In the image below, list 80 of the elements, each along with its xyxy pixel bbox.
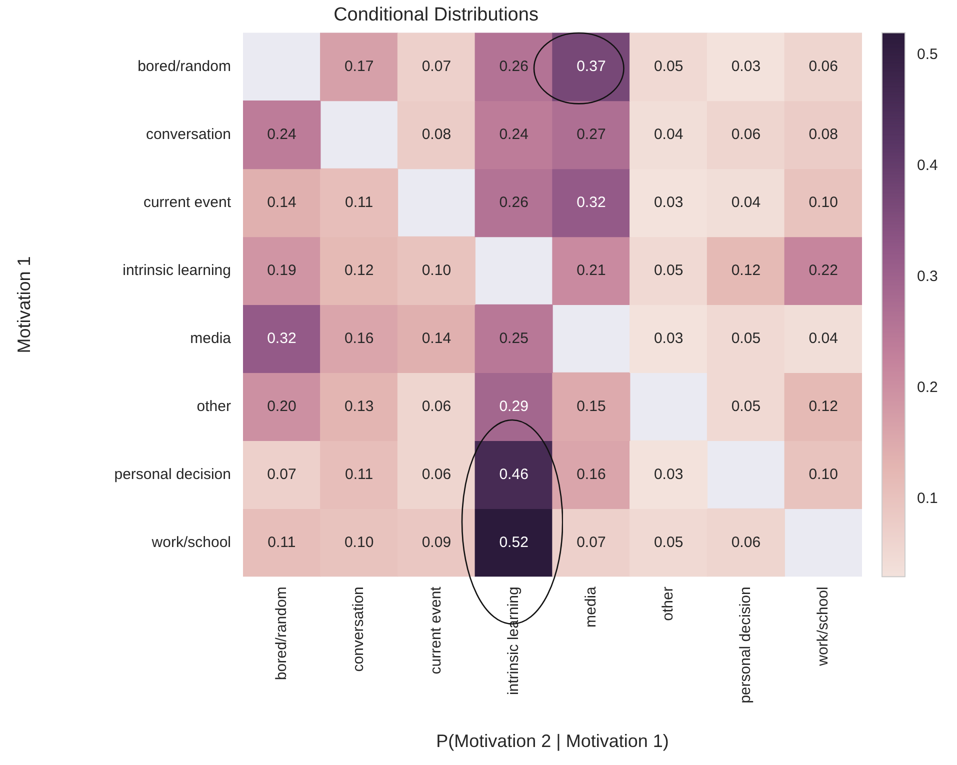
x-tick-label: media [582, 586, 600, 628]
data-label: 0.04 [654, 126, 684, 143]
color-bar-label: 0.5 [917, 46, 938, 64]
y-tick-label: conversation [146, 126, 231, 143]
data-label: 0.10 [422, 262, 452, 279]
data-label: 0.32 [576, 194, 606, 211]
y-tick-label: work/school [150, 534, 231, 551]
data-label: 0.05 [654, 534, 684, 551]
data-label: 0.10 [808, 194, 838, 211]
data-label: 0.03 [654, 330, 684, 347]
data-label: 0.05 [731, 330, 761, 347]
chart-title: Conditional Distributions [334, 4, 538, 26]
x-tick-label: conversation [350, 586, 368, 672]
data-label: 0.06 [731, 126, 761, 143]
data-label: 0.06 [808, 58, 838, 75]
x-tick-label: current event [428, 586, 445, 674]
data-label: 0.11 [268, 534, 296, 551]
x-tick-label: intrinsic learning [504, 586, 522, 696]
data-label: 0.06 [422, 398, 452, 415]
y-tick-label: other [196, 398, 231, 415]
data-label: 0.10 [808, 466, 838, 483]
data-label: 0.14 [267, 194, 296, 211]
data-label: 0.29 [499, 398, 528, 415]
y-tick-label: personal decision [114, 466, 231, 483]
x-tick-label: bored/random [272, 586, 290, 680]
data-label: 0.08 [422, 126, 452, 143]
data-label: 0.26 [499, 58, 528, 75]
data-label: 0.22 [808, 262, 838, 279]
data-label: 0.03 [731, 58, 761, 75]
data-label: 0.12 [731, 262, 761, 279]
x-tick-label: other [660, 586, 677, 621]
data-label: 0.07 [576, 534, 606, 551]
data-label: 0.32 [267, 330, 296, 347]
data-label: 0.26 [499, 194, 528, 211]
data-label: 0.46 [499, 466, 528, 483]
data-label: 0.21 [576, 262, 606, 279]
data-label: 0.04 [808, 330, 838, 347]
color-bar-label: 0.2 [917, 379, 938, 396]
data-label: 0.52 [499, 534, 528, 551]
color-bar-label: 0.3 [917, 268, 938, 286]
data-label: 0.07 [267, 466, 296, 483]
data-label: 0.08 [808, 126, 838, 143]
data-label: 0.24 [499, 126, 528, 143]
data-label: 0.05 [654, 58, 684, 75]
data-label: 0.12 [808, 398, 838, 415]
data-label: 0.12 [344, 262, 374, 279]
data-label: 0.10 [344, 534, 374, 551]
y-tick-label: current event [143, 194, 232, 211]
x-tick-label: personal decision [737, 586, 754, 704]
data-label: 0.13 [344, 398, 374, 415]
data-label: 0.19 [267, 262, 296, 279]
data-label: 0.16 [344, 330, 374, 347]
data-label: 0.11 [345, 194, 374, 211]
data-label: 0.03 [654, 194, 684, 211]
y-tick-label: media [190, 330, 232, 347]
data-label: 0.16 [576, 466, 606, 483]
data-label: 0.24 [267, 126, 296, 143]
data-label: 0.15 [576, 398, 606, 415]
data-label: 0.07 [422, 58, 452, 75]
data-label: 0.09 [422, 534, 452, 551]
color-bar-label: 0.4 [917, 157, 938, 174]
data-label: 0.17 [344, 58, 374, 75]
data-label: 0.14 [422, 330, 452, 347]
y-axis-title: Motivation 1 [14, 256, 34, 354]
y-tick-label: intrinsic learning [122, 262, 231, 279]
data-label: 0.37 [576, 58, 606, 75]
y-tick-label: bored/random [138, 58, 231, 75]
x-tick-label: work/school [814, 586, 832, 667]
data-label: 0.25 [499, 330, 528, 347]
data-label: 0.06 [422, 466, 452, 483]
data-label: 0.03 [654, 466, 684, 483]
color-bar-label: 0.1 [917, 490, 938, 508]
data-label: 0.27 [576, 126, 606, 143]
data-label: 0.20 [267, 398, 296, 415]
data-label: 0.06 [731, 534, 761, 551]
data-label: 0.05 [731, 398, 761, 415]
data-label: 0.04 [731, 194, 761, 211]
data-label: 0.11 [345, 466, 374, 483]
data-label: 0.05 [654, 262, 684, 279]
x-axis-title: P(Motivation 2 | Motivation 1) [436, 731, 669, 752]
